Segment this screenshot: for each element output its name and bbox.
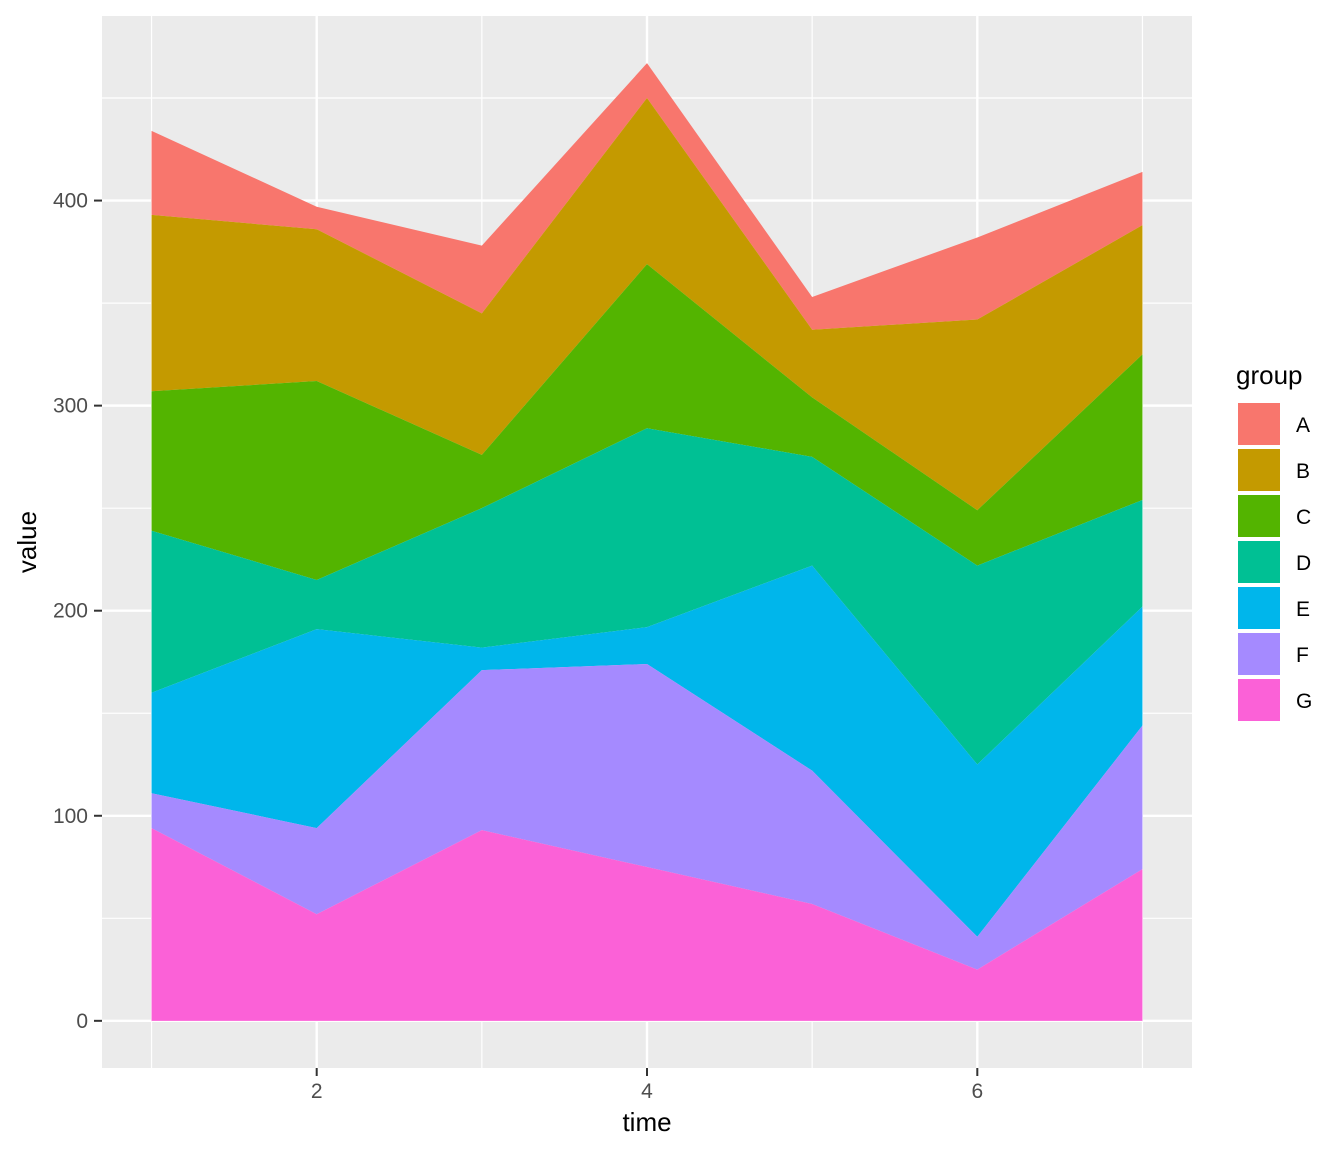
legend-label-c: C <box>1296 506 1311 529</box>
y-axis-ticks: 0 100 200 300 400 <box>53 190 102 1033</box>
legend-key-d <box>1238 541 1280 583</box>
x-axis-title: time <box>622 1107 671 1137</box>
legend-title: group <box>1236 360 1303 390</box>
legend-label-a: A <box>1296 414 1310 437</box>
legend-key-g <box>1238 679 1280 721</box>
legend-key-c <box>1238 495 1280 537</box>
y-axis-title: value <box>12 511 42 573</box>
x-tick-label: 4 <box>641 1080 653 1103</box>
x-axis-ticks: 2 4 6 <box>311 1068 983 1103</box>
area-series-e <box>151 565 1143 937</box>
y-tick-label: 400 <box>53 190 88 213</box>
legend-label-d: D <box>1296 552 1311 575</box>
legend-key-e <box>1238 587 1280 629</box>
y-tick-label: 0 <box>76 1010 88 1033</box>
area-series-c <box>151 264 1143 580</box>
area-series-f <box>151 664 1143 970</box>
area-series-g <box>151 828 1143 1021</box>
legend-key-a <box>1238 403 1280 445</box>
legend-key-f <box>1238 633 1280 675</box>
y-tick-label: 100 <box>53 805 88 828</box>
legend-label-g: G <box>1296 690 1312 713</box>
area-series-a <box>151 63 1143 330</box>
x-tick-label: 2 <box>311 1080 323 1103</box>
area-series-b <box>151 98 1143 511</box>
y-tick-label: 300 <box>53 395 88 418</box>
legend-key-b <box>1238 449 1280 491</box>
x-tick-label: 6 <box>971 1080 983 1103</box>
area-layers <box>151 63 1143 1021</box>
legend-label-f: F <box>1296 644 1309 667</box>
legend-label-e: E <box>1296 598 1310 621</box>
area-series-d <box>151 428 1143 765</box>
y-tick-label: 200 <box>53 600 88 623</box>
legend-label-b: B <box>1296 460 1310 483</box>
